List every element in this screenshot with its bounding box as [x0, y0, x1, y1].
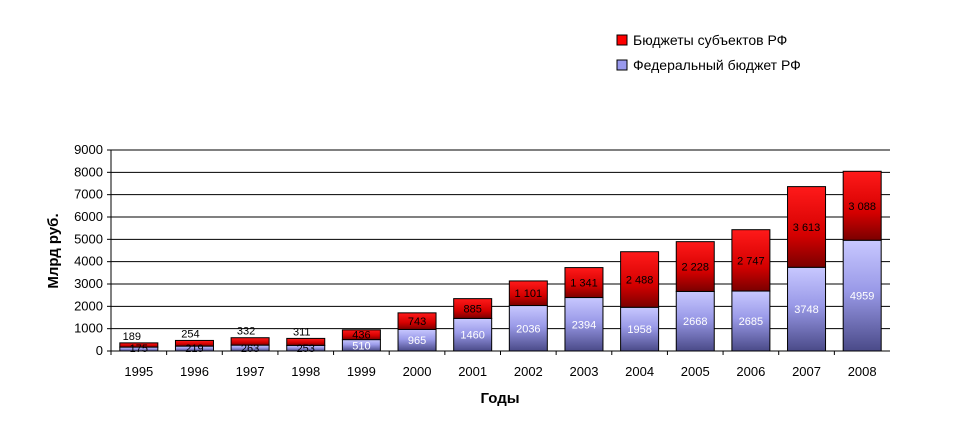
x-tick-label: 2001: [458, 364, 487, 379]
data-label-federal: 3748: [794, 304, 818, 316]
x-tick-label: 1998: [291, 364, 320, 379]
legend-label-federal: Федеральный бюджет РФ: [633, 57, 801, 73]
bar-regional: [119, 342, 159, 348]
data-label-regional: 3 613: [793, 222, 821, 234]
bar-federal: [508, 305, 548, 352]
bars: [119, 170, 882, 352]
data-label-regional: 3 088: [848, 201, 876, 213]
x-tick-label: 2006: [736, 364, 765, 379]
bar-regional: [453, 298, 493, 319]
y-tick-label: 2000: [74, 298, 103, 313]
x-tick-label: 1995: [124, 364, 153, 379]
y-tick-label: 0: [96, 343, 103, 358]
data-label-regional: 2 488: [626, 274, 654, 286]
y-tick-label: 5000: [74, 231, 103, 246]
legend: Бюджеты субъектов РФ Федеральный бюджет …: [616, 32, 801, 73]
bar-regional: [620, 251, 660, 308]
bar-regional: [731, 229, 771, 292]
x-tick-label: 2000: [403, 364, 432, 379]
data-label-federal: 2394: [572, 319, 596, 331]
data-label-federal: 965: [408, 335, 426, 347]
data-label-regional: 189: [123, 331, 141, 343]
data-label-federal: 2036: [516, 323, 540, 335]
data-label-regional: 254: [181, 328, 199, 340]
data-label-federal: 1460: [460, 330, 484, 342]
y-tick-label: 7000: [74, 187, 103, 202]
data-label-federal: 263: [241, 343, 259, 355]
y-tick-label: 4000: [74, 254, 103, 269]
data-label-regional: 743: [408, 316, 426, 328]
data-label-federal: 4959: [850, 291, 874, 303]
bar-federal: [564, 297, 604, 352]
bar-regional: [564, 267, 604, 299]
y-axis-title: Млрд руб.: [45, 213, 62, 288]
x-tick-label: 2005: [681, 364, 710, 379]
x-tick-label: 1996: [180, 364, 209, 379]
data-label-regional: 311: [293, 326, 311, 338]
x-tick-label: 2007: [792, 364, 821, 379]
legend-swatch-regional: [616, 34, 628, 46]
x-tick-label: 2003: [570, 364, 599, 379]
data-label-federal: 253: [297, 343, 315, 355]
data-label-regional: 1 101: [515, 288, 543, 300]
bar-federal: [453, 317, 493, 352]
bar-regional: [675, 241, 715, 292]
x-tick-label: 1999: [347, 364, 376, 379]
data-label-regional: 2 228: [681, 262, 709, 274]
data-label-federal: 175: [130, 343, 148, 355]
x-tick-label: 2008: [848, 364, 877, 379]
bar-regional: [341, 329, 381, 341]
y-tick-label: 1000: [74, 321, 103, 336]
data-label-regional: 2 747: [737, 255, 765, 267]
x-tick-label: 2002: [514, 364, 543, 379]
data-label-federal: 219: [185, 343, 203, 355]
y-tick-label: 3000: [74, 276, 103, 291]
bar-federal: [731, 290, 771, 352]
data-label-regional: 885: [463, 304, 481, 316]
data-label-federal: 2685: [739, 316, 763, 328]
x-tick-label: 1997: [236, 364, 265, 379]
grid-lines: [111, 149, 890, 330]
axes: 0 1000 2000 3000 4000 5000 6000 7000 8000 9000 199…: [74, 142, 890, 379]
bar-federal: [675, 290, 715, 352]
bar-regional: [230, 337, 270, 346]
y-tick-label: 8000: [74, 164, 103, 179]
x-tick-label: 2004: [625, 364, 654, 379]
bar-regional: [174, 339, 214, 347]
bar-regional: [842, 170, 882, 241]
bar-regional: [286, 337, 326, 346]
data-label-regional: 1 341: [570, 278, 598, 290]
y-tick-label: 9000: [74, 142, 103, 157]
data-label-federal: 510: [352, 340, 370, 352]
bar-federal: [787, 266, 827, 352]
data-label-regional: 332: [237, 326, 255, 338]
bar-regional: [397, 312, 437, 330]
data-label-regional: 436: [352, 330, 370, 342]
legend-swatch-federal: [616, 59, 628, 71]
x-axis-title: Годы: [480, 390, 519, 407]
legend-label-regional: Бюджеты субъектов РФ: [633, 32, 787, 48]
data-label-federal: 1958: [627, 324, 651, 336]
bar-regional: [508, 280, 548, 307]
bar-regional: [787, 186, 827, 268]
y-tick-label: 6000: [74, 209, 103, 224]
data-label-federal: 2668: [683, 316, 707, 328]
